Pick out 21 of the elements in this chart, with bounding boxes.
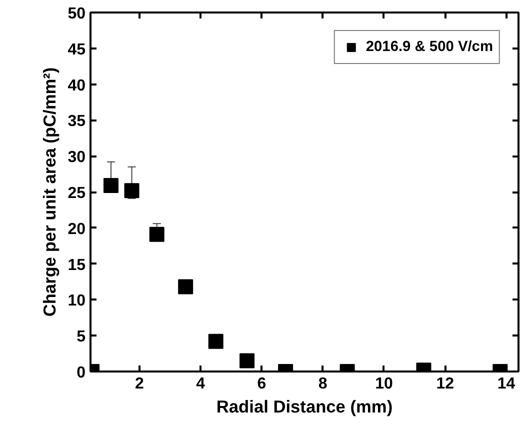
x-tick-label: 2 — [134, 376, 144, 392]
y-tick-label: 25 — [68, 185, 86, 202]
x-tick-label: 12 — [436, 376, 454, 392]
x-axis-title: Radial Distance (mm) — [216, 396, 393, 416]
y-tick-label: 5 — [76, 328, 86, 346]
y-tick-label: 10 — [68, 292, 86, 310]
x-tick-label: 4 — [196, 376, 206, 392]
x-tick-label: 8 — [318, 376, 328, 392]
y-tick-label: 0 — [76, 364, 86, 382]
y-tick-label: 50 — [68, 6, 86, 22]
x-tick-label: 14 — [497, 376, 516, 392]
y-tick-label: 35 — [68, 113, 86, 130]
y-tick-label: 20 — [68, 220, 86, 238]
y-tick-label: 15 — [68, 256, 86, 274]
x-tick-label: 6 — [257, 376, 266, 392]
y-tick-label: 45 — [68, 41, 86, 58]
y-tick-label: 40 — [68, 77, 86, 94]
x-tick-label: 10 — [375, 376, 393, 392]
legend-label: 2016.9 & 500 V/cm — [366, 39, 493, 55]
y-axis-title: Charge per unit area (pC/mm²) — [40, 67, 60, 317]
y-tick-label: 30 — [68, 149, 86, 166]
